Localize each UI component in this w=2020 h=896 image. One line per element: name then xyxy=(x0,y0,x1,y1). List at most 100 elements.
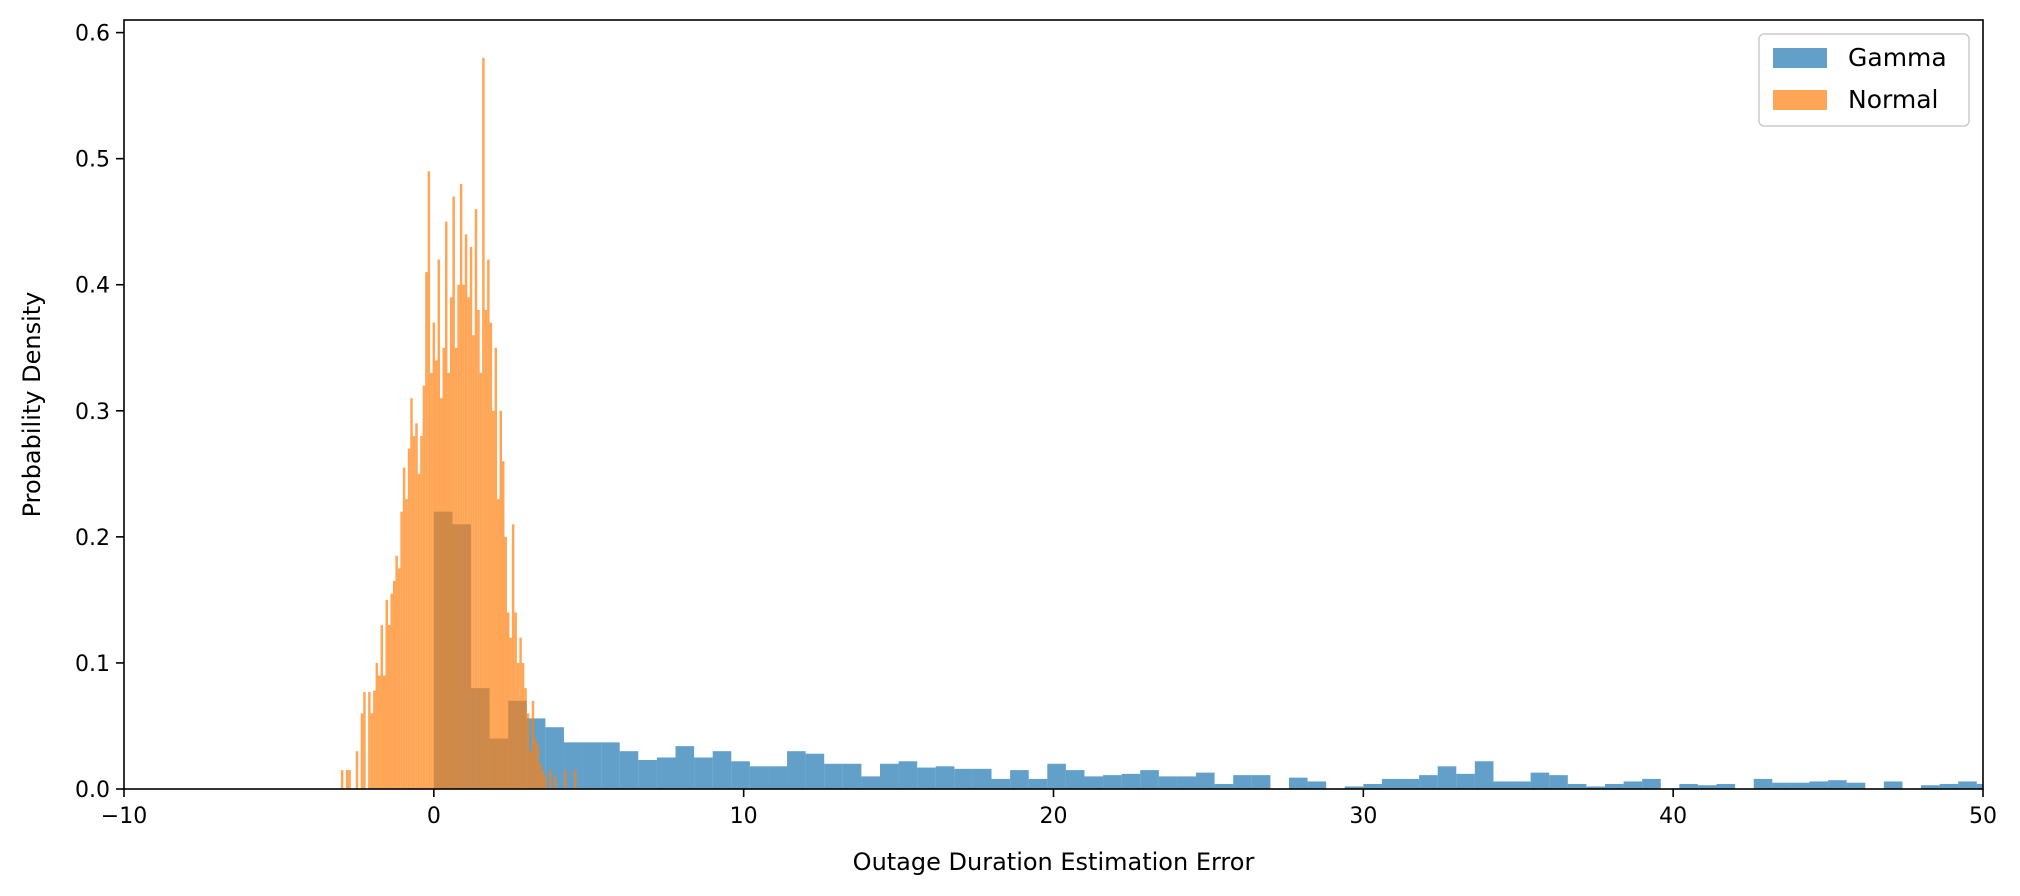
normal-bar xyxy=(502,461,505,789)
normal-bar xyxy=(549,770,552,789)
normal-bar xyxy=(435,360,438,789)
normal-bar xyxy=(447,372,450,789)
gamma-bar xyxy=(1344,786,1364,789)
gamma-bar xyxy=(1288,777,1308,789)
gamma-bar xyxy=(1084,776,1104,789)
y-tick-label: 0.4 xyxy=(75,274,110,299)
gamma-bar xyxy=(1697,785,1717,789)
normal-bar xyxy=(497,499,500,789)
normal-bar xyxy=(452,196,455,790)
legend-label-gamma: Gamma xyxy=(1848,43,1947,72)
gamma-bar xyxy=(1103,775,1122,789)
gamma-bar xyxy=(1958,781,1977,789)
normal-bar xyxy=(504,536,507,789)
gamma-bar xyxy=(1233,775,1252,789)
normal-bar xyxy=(395,555,398,789)
gamma-bar xyxy=(768,766,788,789)
gamma-bar xyxy=(879,763,899,789)
normal-bar xyxy=(541,770,545,789)
x-tick-label: 10 xyxy=(730,804,758,829)
normal-bar xyxy=(383,675,386,789)
gamma-bar xyxy=(1809,781,1829,789)
gamma-bar xyxy=(1679,783,1698,789)
gamma-bar xyxy=(1121,773,1141,789)
legend-swatch-gamma xyxy=(1773,48,1827,68)
normal-bar xyxy=(387,625,391,789)
normal-bar xyxy=(531,700,535,789)
gamma-bar xyxy=(861,776,880,789)
x-tick-label: 50 xyxy=(1969,804,1997,829)
normal-bar xyxy=(472,335,475,789)
gamma-bar xyxy=(1196,772,1215,789)
y-tick-label: 0.1 xyxy=(75,652,110,677)
normal-bar xyxy=(378,675,381,789)
normal-series xyxy=(340,57,577,790)
gamma-bar xyxy=(1512,781,1531,789)
gamma-bar xyxy=(1177,776,1197,789)
gamma-bar xyxy=(917,767,936,789)
normal-bar xyxy=(487,259,490,789)
gamma-bar xyxy=(1939,783,1959,789)
normal-bar xyxy=(529,751,532,789)
normal-bar xyxy=(477,309,480,789)
normal-bar xyxy=(464,234,468,789)
gamma-bar xyxy=(1605,783,1624,789)
normal-bar xyxy=(514,612,517,789)
gamma-bar xyxy=(1921,785,1940,789)
gamma-bar xyxy=(1586,786,1605,789)
normal-bar xyxy=(469,246,473,790)
normal-bar xyxy=(368,691,371,789)
gamma-bar xyxy=(749,766,769,789)
gamma-bar xyxy=(582,742,602,789)
normal-bar xyxy=(449,297,453,789)
normal-bar xyxy=(457,284,460,789)
y-axis-label: Probability Density xyxy=(18,292,46,518)
normal-bar xyxy=(412,436,416,789)
normal-bar xyxy=(417,473,421,789)
normal-bar xyxy=(509,637,512,789)
gamma-bar xyxy=(898,761,918,789)
gamma-bar xyxy=(1419,775,1438,789)
normal-bar xyxy=(373,690,376,789)
y-tick-label: 0.5 xyxy=(75,148,110,173)
gamma-bar xyxy=(731,761,750,789)
normal-bar xyxy=(348,770,351,789)
gamma-bar xyxy=(1214,783,1234,789)
normal-bar xyxy=(534,738,537,789)
normal-bar xyxy=(397,568,401,789)
normal-bar xyxy=(494,347,498,789)
normal-bar xyxy=(420,436,423,789)
y-tick-label: 0.2 xyxy=(75,526,110,551)
normal-bar xyxy=(380,625,384,789)
normal-bar xyxy=(526,713,530,789)
x-axis: −10 0 10 20 30 40 50 xyxy=(101,789,1997,829)
x-tick-label: 0 xyxy=(427,804,441,829)
gamma-bar xyxy=(1846,782,1866,789)
gamma-bar xyxy=(1623,781,1643,789)
normal-bar xyxy=(521,662,525,789)
normal-bar xyxy=(482,57,485,789)
gamma-bar xyxy=(1010,770,1029,789)
gamma-bar xyxy=(1549,775,1568,789)
normal-bar xyxy=(392,580,396,789)
normal-bar xyxy=(375,662,379,789)
normal-bar xyxy=(444,221,448,789)
normal-bar xyxy=(573,770,577,789)
gamma-bar xyxy=(787,751,806,789)
gamma-bar xyxy=(1400,778,1420,789)
gamma-bar xyxy=(656,757,676,789)
normal-bar xyxy=(454,347,458,789)
legend-swatch-normal xyxy=(1773,90,1827,110)
normal-bar xyxy=(363,691,366,789)
gamma-bar xyxy=(1976,783,1983,789)
normal-bar xyxy=(516,662,520,789)
normal-bar xyxy=(355,751,359,789)
gamma-bar xyxy=(842,763,862,789)
normal-bar xyxy=(539,763,542,789)
y-tick-label: 0.6 xyxy=(75,22,110,47)
gamma-bar xyxy=(1158,776,1178,789)
gamma-bar xyxy=(1883,781,1903,789)
gamma-bar xyxy=(1047,763,1066,789)
gamma-bar xyxy=(1753,778,1773,789)
gamma-bar xyxy=(1567,783,1587,789)
